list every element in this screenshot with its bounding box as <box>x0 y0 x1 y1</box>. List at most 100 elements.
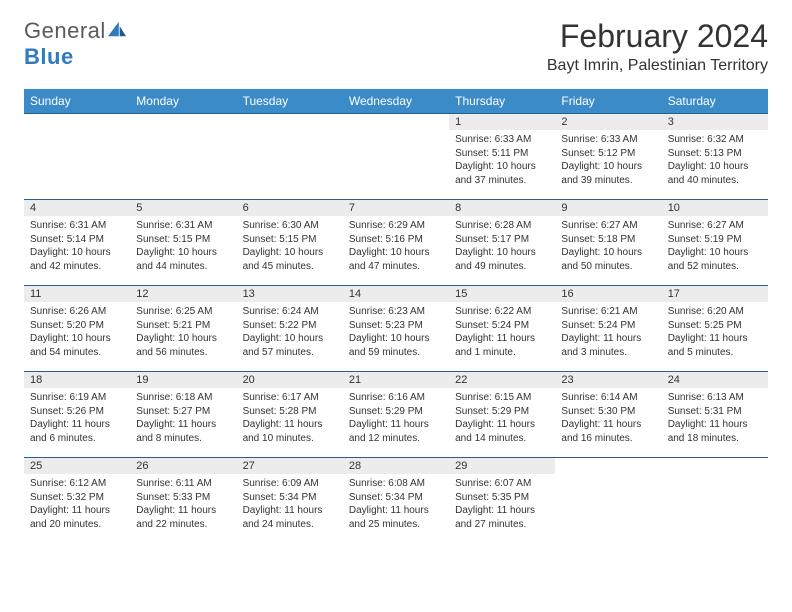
calendar-cell: 6Sunrise: 6:30 AMSunset: 5:15 PMDaylight… <box>237 200 343 286</box>
calendar-row: 1Sunrise: 6:33 AMSunset: 5:11 PMDaylight… <box>24 114 768 200</box>
calendar-cell: 28 Sunrise: 6:08 AMSunset: 5:34 PMDayligh… <box>343 458 449 544</box>
sunset-text: Sunset: 5:14 PM <box>30 233 124 247</box>
day-number: 20 <box>237 372 343 388</box>
calendar-cell: 16Sunrise: 6:21 AMSunset: 5:24 PMDayligh… <box>555 286 661 372</box>
day-number: 29 <box>449 458 555 474</box>
weekday-header: Tuesday <box>237 89 343 114</box>
day-data <box>130 118 236 127</box>
day-number: 1 <box>449 114 555 130</box>
day-number: 21 <box>343 372 449 388</box>
calendar-cell: 27Sunrise: 6:09 AMSunset: 5:34 PMDayligh… <box>237 458 343 544</box>
calendar-row: 18Sunrise: 6:19 AMSunset: 5:26 PMDayligh… <box>24 372 768 458</box>
weekday-header: Friday <box>555 89 661 114</box>
calendar-cell: 14Sunrise: 6:23 AMSunset: 5:23 PMDayligh… <box>343 286 449 372</box>
day-data <box>662 462 768 471</box>
calendar-cell: 2Sunrise: 6:33 AMSunset: 5:12 PMDaylight… <box>555 114 661 200</box>
sunrise-text: Sunrise: 6:08 AM <box>349 477 443 491</box>
sunset-text: Sunset: 5:34 PM <box>349 491 443 505</box>
sunrise-text: Sunrise: 6:11 AM <box>136 477 230 491</box>
calendar-cell: 1Sunrise: 6:33 AMSunset: 5:11 PMDaylight… <box>449 114 555 200</box>
calendar-cell: 26Sunrise: 6:11 AMSunset: 5:33 PMDayligh… <box>130 458 236 544</box>
daylight-text: Daylight: 11 hours and 12 minutes. <box>349 418 443 445</box>
day-data <box>343 118 449 127</box>
sunset-text: Sunset: 5:17 PM <box>455 233 549 247</box>
day-number: 6 <box>237 200 343 216</box>
daylight-text: Daylight: 11 hours and 6 minutes. <box>30 418 124 445</box>
day-data: Sunrise: 6:24 AMSunset: 5:22 PMDaylight:… <box>237 302 343 365</box>
sunrise-text: Sunrise: 6:26 AM <box>30 305 124 319</box>
calendar-cell: 20Sunrise: 6:17 AMSunset: 5:28 PMDayligh… <box>237 372 343 458</box>
day-number: 23 <box>555 372 661 388</box>
sunset-text: Sunset: 5:32 PM <box>30 491 124 505</box>
calendar-cell <box>555 458 661 544</box>
day-data: Sunrise: 6:30 AMSunset: 5:15 PMDaylight:… <box>237 216 343 279</box>
day-data: Sunrise: 6:14 AMSunset: 5:30 PMDaylight:… <box>555 388 661 451</box>
sunrise-text: Sunrise: 6:31 AM <box>136 219 230 233</box>
day-data: Sunrise: 6:22 AMSunset: 5:24 PMDaylight:… <box>449 302 555 365</box>
calendar-cell: 17Sunrise: 6:20 AMSunset: 5:25 PMDayligh… <box>662 286 768 372</box>
calendar-row: 4Sunrise: 6:31 AMSunset: 5:14 PMDaylight… <box>24 200 768 286</box>
sunrise-text: Sunrise: 6:28 AM <box>455 219 549 233</box>
calendar-cell: 13Sunrise: 6:24 AMSunset: 5:22 PMDayligh… <box>237 286 343 372</box>
day-number: 27 <box>237 458 343 474</box>
calendar-cell <box>130 114 236 200</box>
sunrise-text: Sunrise: 6:27 AM <box>561 219 655 233</box>
day-data: Sunrise: 6:29 AMSunset: 5:16 PMDaylight:… <box>343 216 449 279</box>
sunrise-text: Sunrise: 6:21 AM <box>561 305 655 319</box>
sunrise-text: Sunrise: 6:29 AM <box>349 219 443 233</box>
day-data: Sunrise: 6:33 AMSunset: 5:11 PMDaylight:… <box>449 130 555 193</box>
header: General Blue February 2024 Bayt Imrin, P… <box>24 18 768 75</box>
day-number: 2 <box>555 114 661 130</box>
sunrise-text: Sunrise: 6:12 AM <box>30 477 124 491</box>
day-number: 8 <box>449 200 555 216</box>
sunset-text: Sunset: 5:23 PM <box>349 319 443 333</box>
day-number: 15 <box>449 286 555 302</box>
month-title: February 2024 <box>547 18 768 55</box>
daylight-text: Daylight: 10 hours and 40 minutes. <box>668 160 762 187</box>
sunset-text: Sunset: 5:33 PM <box>136 491 230 505</box>
day-number: 10 <box>662 200 768 216</box>
daylight-text: Daylight: 10 hours and 42 minutes. <box>30 246 124 273</box>
day-number: 3 <box>662 114 768 130</box>
calendar-cell: 11Sunrise: 6:26 AMSunset: 5:20 PMDayligh… <box>24 286 130 372</box>
calendar-cell <box>343 114 449 200</box>
day-number: 13 <box>237 286 343 302</box>
calendar-cell: 18Sunrise: 6:19 AMSunset: 5:26 PMDayligh… <box>24 372 130 458</box>
day-data: Sunrise: 6:15 AMSunset: 5:29 PMDaylight:… <box>449 388 555 451</box>
day-data: Sunrise: 6:16 AMSunset: 5:29 PMDaylight:… <box>343 388 449 451</box>
day-number: 14 <box>343 286 449 302</box>
day-data: Sunrise: 6:23 AMSunset: 5:23 PMDaylight:… <box>343 302 449 365</box>
daylight-text: Daylight: 10 hours and 39 minutes. <box>561 160 655 187</box>
weekday-header: Sunday <box>24 89 130 114</box>
sunrise-text: Sunrise: 6:16 AM <box>349 391 443 405</box>
day-data: Sunrise: 6:27 AMSunset: 5:18 PMDaylight:… <box>555 216 661 279</box>
daylight-text: Daylight: 11 hours and 1 minute. <box>455 332 549 359</box>
day-data: Sunrise: 6:25 AMSunset: 5:21 PMDaylight:… <box>130 302 236 365</box>
sunset-text: Sunset: 5:13 PM <box>668 147 762 161</box>
sunset-text: Sunset: 5:22 PM <box>243 319 337 333</box>
day-data: Sunrise: 6:17 AMSunset: 5:28 PMDaylight:… <box>237 388 343 451</box>
sunset-text: Sunset: 5:15 PM <box>243 233 337 247</box>
weekday-header-row: Sunday Monday Tuesday Wednesday Thursday… <box>24 89 768 114</box>
day-number: 16 <box>555 286 661 302</box>
sunrise-text: Sunrise: 6:25 AM <box>136 305 230 319</box>
daylight-text: Daylight: 11 hours and 25 minutes. <box>349 504 443 531</box>
sunrise-text: Sunrise: 6:32 AM <box>668 133 762 147</box>
day-number: 9 <box>555 200 661 216</box>
day-data: Sunrise: 6:28 AMSunset: 5:17 PMDaylight:… <box>449 216 555 279</box>
calendar-table: Sunday Monday Tuesday Wednesday Thursday… <box>24 89 768 544</box>
calendar-row: 25Sunrise: 6:12 AMSunset: 5:32 PMDayligh… <box>24 458 768 544</box>
sunrise-text: Sunrise: 6:30 AM <box>243 219 337 233</box>
day-data: Sunrise: 6:31 AMSunset: 5:14 PMDaylight:… <box>24 216 130 279</box>
calendar-cell: 7Sunrise: 6:29 AMSunset: 5:16 PMDaylight… <box>343 200 449 286</box>
daylight-text: Daylight: 11 hours and 24 minutes. <box>243 504 337 531</box>
calendar-cell: 8Sunrise: 6:28 AMSunset: 5:17 PMDaylight… <box>449 200 555 286</box>
calendar-cell: 10Sunrise: 6:27 AMSunset: 5:19 PMDayligh… <box>662 200 768 286</box>
day-number: 28 <box>343 458 449 474</box>
day-data: Sunrise: 6:20 AMSunset: 5:25 PMDaylight:… <box>662 302 768 365</box>
sunrise-text: Sunrise: 6:33 AM <box>455 133 549 147</box>
sunrise-text: Sunrise: 6:07 AM <box>455 477 549 491</box>
calendar-cell: 25Sunrise: 6:12 AMSunset: 5:32 PMDayligh… <box>24 458 130 544</box>
daylight-text: Daylight: 10 hours and 57 minutes. <box>243 332 337 359</box>
day-number: 19 <box>130 372 236 388</box>
